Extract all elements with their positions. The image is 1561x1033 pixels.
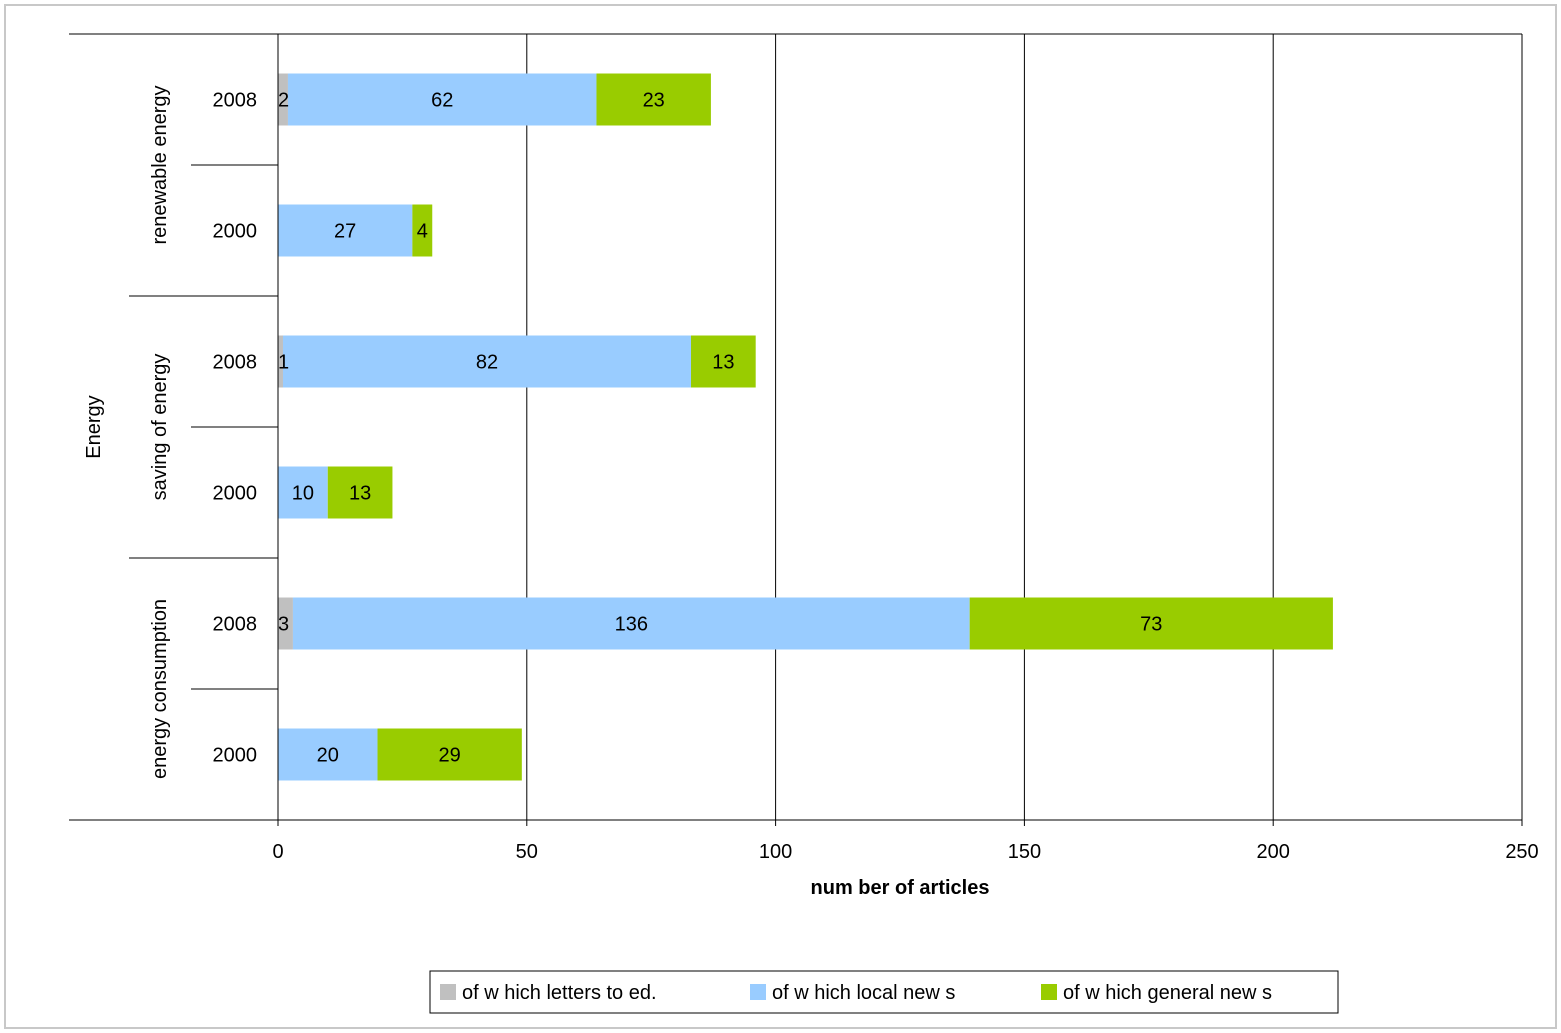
data-label: 20 <box>317 745 339 767</box>
x-tick-label: 200 <box>1257 841 1290 863</box>
bar-segment <box>691 335 756 388</box>
bar-segment <box>412 204 433 257</box>
x-tick-label: 0 <box>272 841 283 863</box>
legend-swatch <box>1041 984 1057 1000</box>
x-tick-label: 250 <box>1505 841 1538 863</box>
x-tick-label: 50 <box>516 841 538 863</box>
bar-segment <box>292 597 970 650</box>
data-label: 2 <box>278 90 289 112</box>
y-category-label: 2008 <box>213 614 258 636</box>
bar-segment <box>278 73 288 126</box>
bar-segment <box>278 597 293 650</box>
y-category-label: 2000 <box>213 221 258 243</box>
legend-entry-label: of w hich local new s <box>772 982 955 1004</box>
data-label: 13 <box>712 352 734 374</box>
bar-segment <box>278 335 283 388</box>
legend-swatch <box>750 984 766 1000</box>
bar-segment <box>327 466 393 519</box>
data-label: 1 <box>278 352 289 374</box>
data-label: 82 <box>476 352 498 374</box>
bar-segment <box>287 73 597 126</box>
group-label: saving of energy <box>149 354 171 501</box>
bar-segment <box>969 597 1333 650</box>
x-tick-label: 100 <box>759 841 792 863</box>
bar-segment <box>278 204 413 257</box>
data-label: 3 <box>278 614 289 636</box>
data-label: 136 <box>615 614 648 636</box>
y-category-label: 2008 <box>213 352 258 374</box>
group-label: energy consumption <box>149 599 171 779</box>
chart-frame <box>4 4 1557 1029</box>
bar-segment <box>596 73 711 126</box>
data-label: 4 <box>417 221 428 243</box>
data-label: 13 <box>349 483 371 505</box>
data-label: 27 <box>334 221 356 243</box>
bar-segment <box>282 335 692 388</box>
y-category-label: 2000 <box>213 745 258 767</box>
data-label: 73 <box>1140 614 1162 636</box>
data-label: 29 <box>439 745 461 767</box>
bar-segment <box>278 728 378 781</box>
outer-category-label: Energy <box>83 395 105 458</box>
legend-swatch <box>440 984 456 1000</box>
data-label: 10 <box>292 483 314 505</box>
x-tick-label: 150 <box>1008 841 1041 863</box>
data-label: 62 <box>431 90 453 112</box>
legend-entry-label: of w hich general new s <box>1063 982 1272 1004</box>
legend-entry-label: of w hich letters to ed. <box>462 982 657 1004</box>
x-axis-title: num ber of articles <box>811 877 990 899</box>
bar-segment <box>278 466 328 519</box>
data-label: 23 <box>643 90 665 112</box>
group-label: renewable energy <box>149 86 171 245</box>
legend-box <box>429 970 1339 1014</box>
y-category-label: 2008 <box>213 90 258 112</box>
bar-segment <box>377 728 522 781</box>
y-category-label: 2000 <box>213 483 258 505</box>
